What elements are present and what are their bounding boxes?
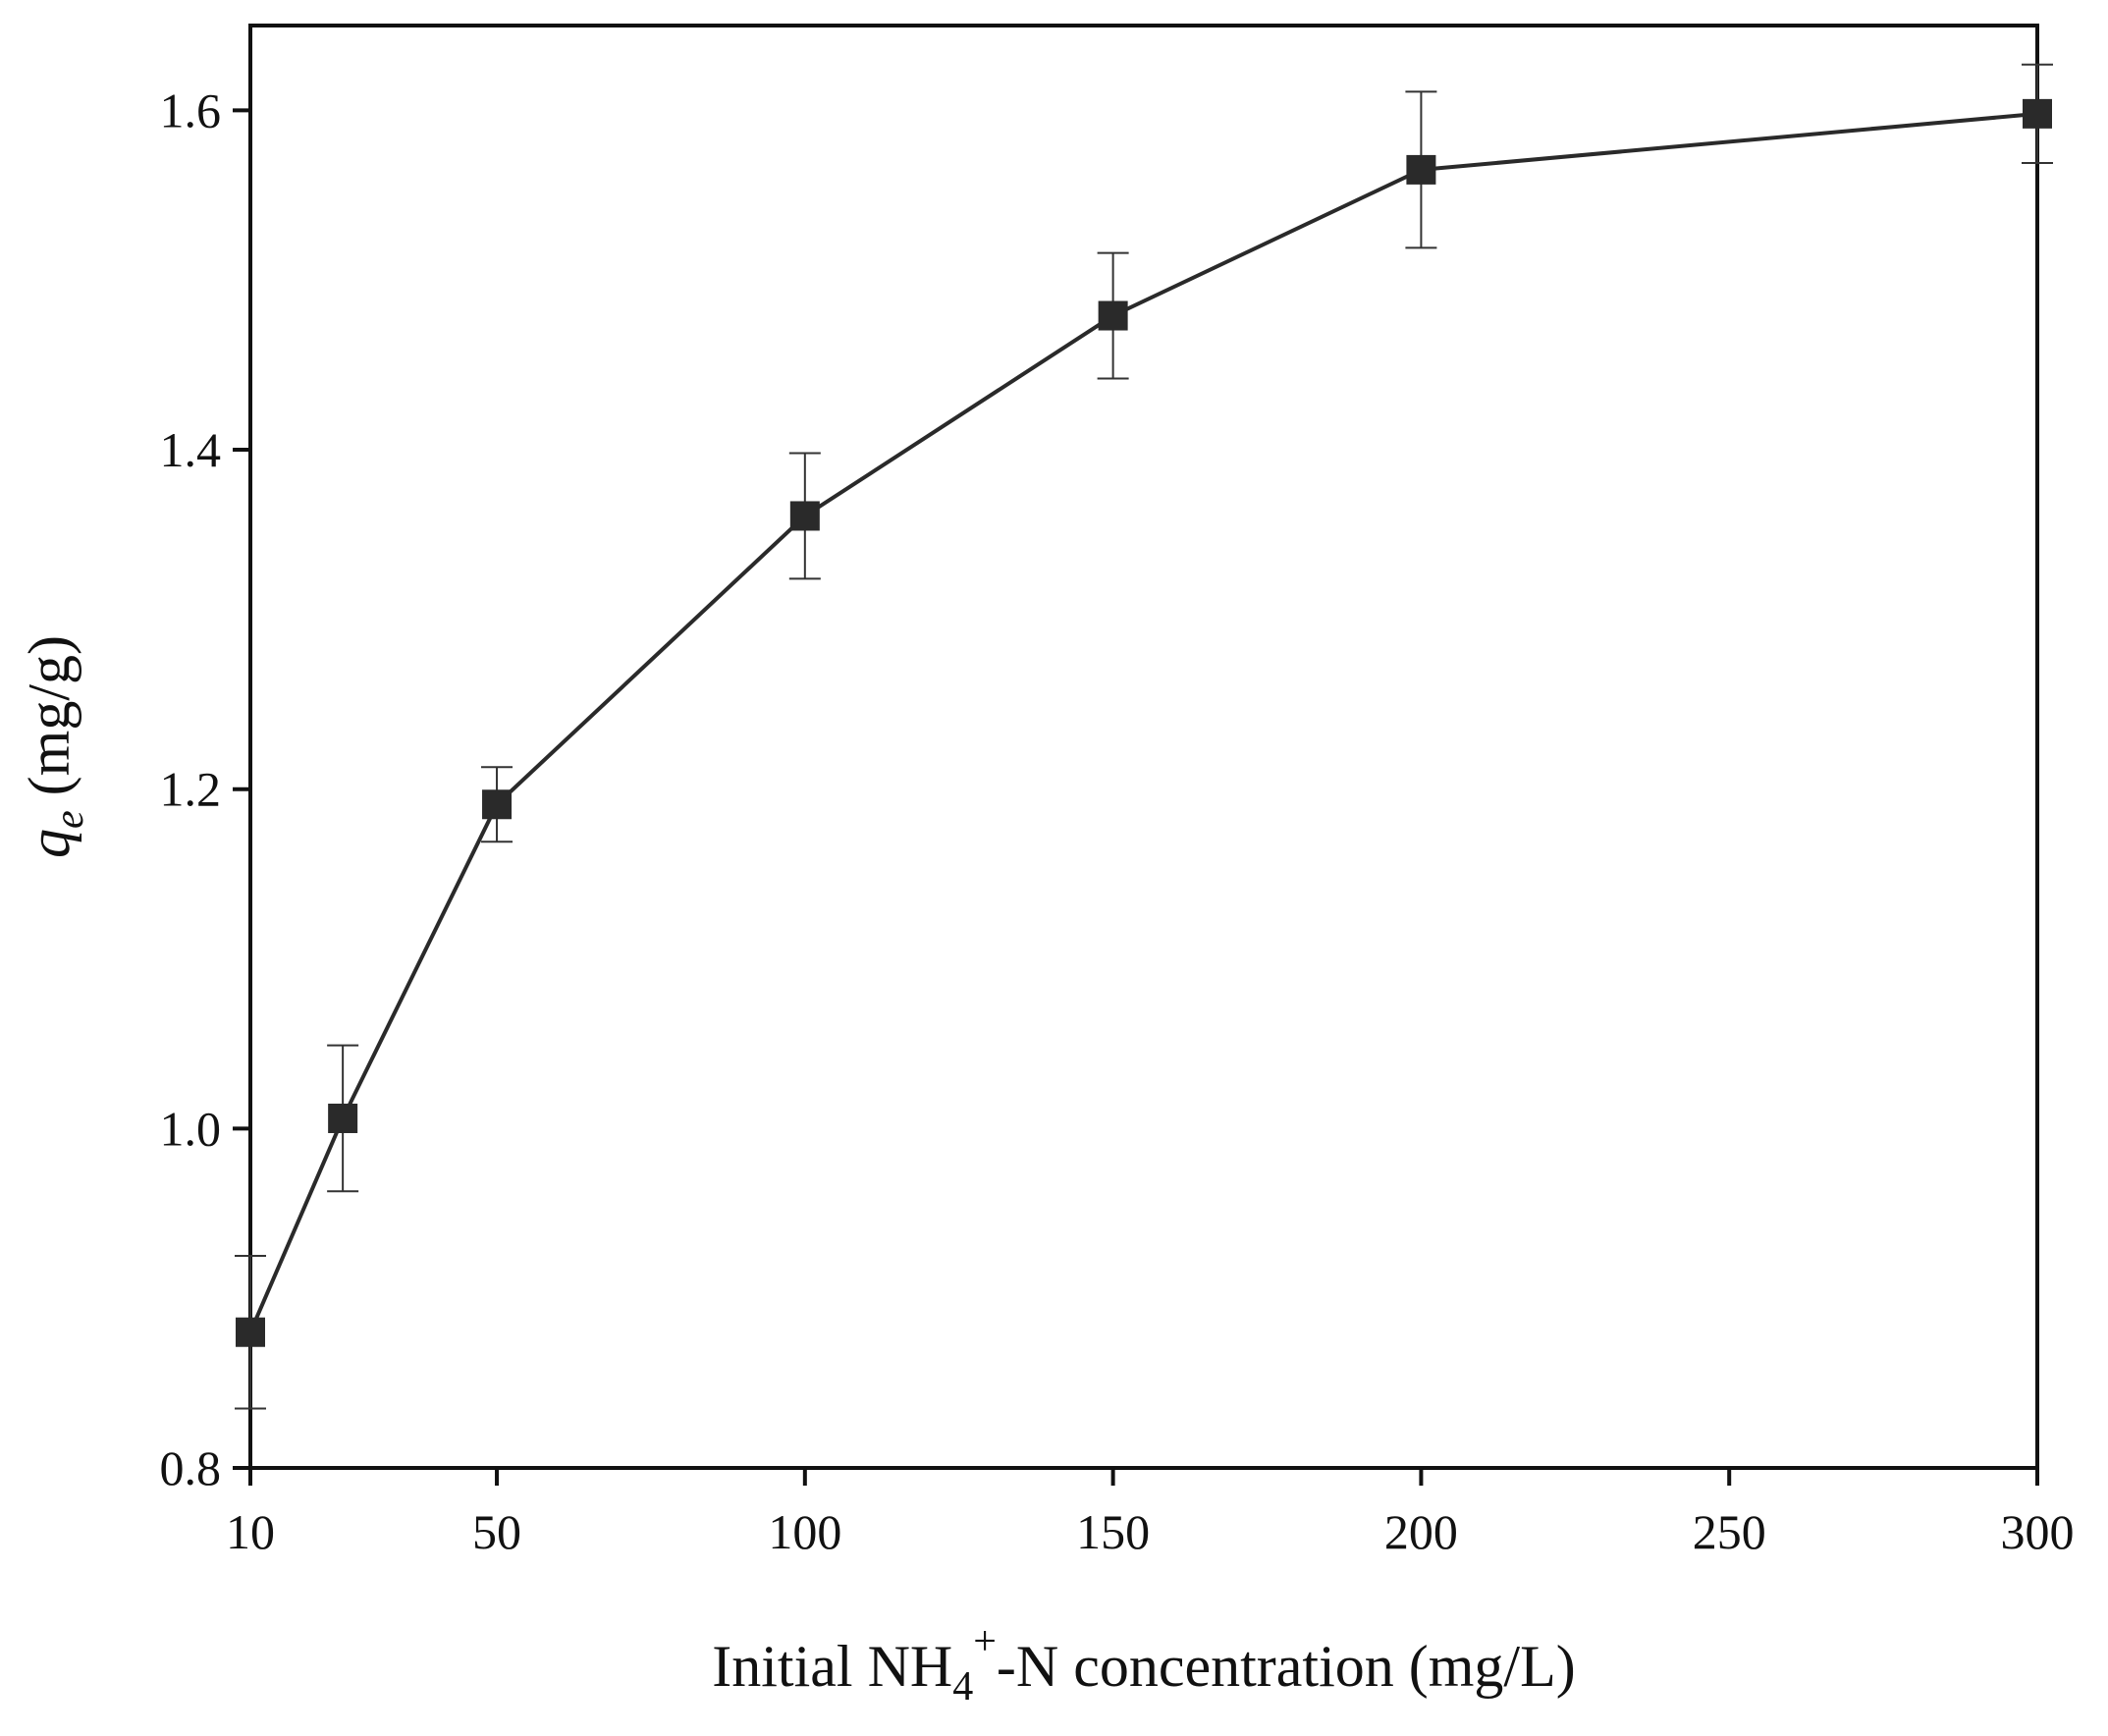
data-point — [2023, 98, 2052, 129]
data-point — [1406, 154, 1436, 185]
data-point — [789, 501, 820, 531]
series-line — [248, 111, 2038, 1333]
x-tick-label: 50 — [472, 1504, 521, 1559]
y-tick-label: 1.0 — [160, 1101, 222, 1156]
x-axis-label-suffix: -N concentration (mg/L) — [997, 1634, 1576, 1699]
x-axis-label: Initial NH4+-N concentration (mg/L) — [712, 1619, 1575, 1709]
y-axis-label-symbol: q — [17, 829, 81, 858]
y-tick-label: 1.6 — [160, 82, 222, 137]
y-tick-label: 1.4 — [160, 422, 222, 477]
data-point — [482, 789, 513, 820]
x-tick-label: 300 — [2001, 1504, 2075, 1559]
x-tick-label: 250 — [1693, 1504, 1766, 1559]
x-tick-label: 150 — [1076, 1504, 1150, 1559]
y-axis-label: qe (mg/g) — [17, 635, 92, 858]
y-tick-label: 0.8 — [160, 1440, 222, 1495]
y-axis-label-subscript: e — [47, 810, 92, 829]
x-tick-label: 200 — [1384, 1504, 1458, 1559]
data-point — [328, 1103, 358, 1133]
x-axis-label-subscript: 4 — [952, 1664, 973, 1709]
data-point — [236, 1317, 265, 1347]
x-axis-label-prefix: Initial NH — [712, 1634, 952, 1699]
y-axis-label-unit: (mg/g) — [17, 635, 81, 810]
x-tick-label: 10 — [226, 1504, 275, 1559]
y-tick-label: 1.2 — [160, 762, 222, 817]
x-axis-label-superscript: + — [973, 1619, 997, 1664]
x-tick-label: 100 — [768, 1504, 841, 1559]
data-point — [1098, 300, 1128, 331]
plot-frame — [248, 24, 2039, 1470]
